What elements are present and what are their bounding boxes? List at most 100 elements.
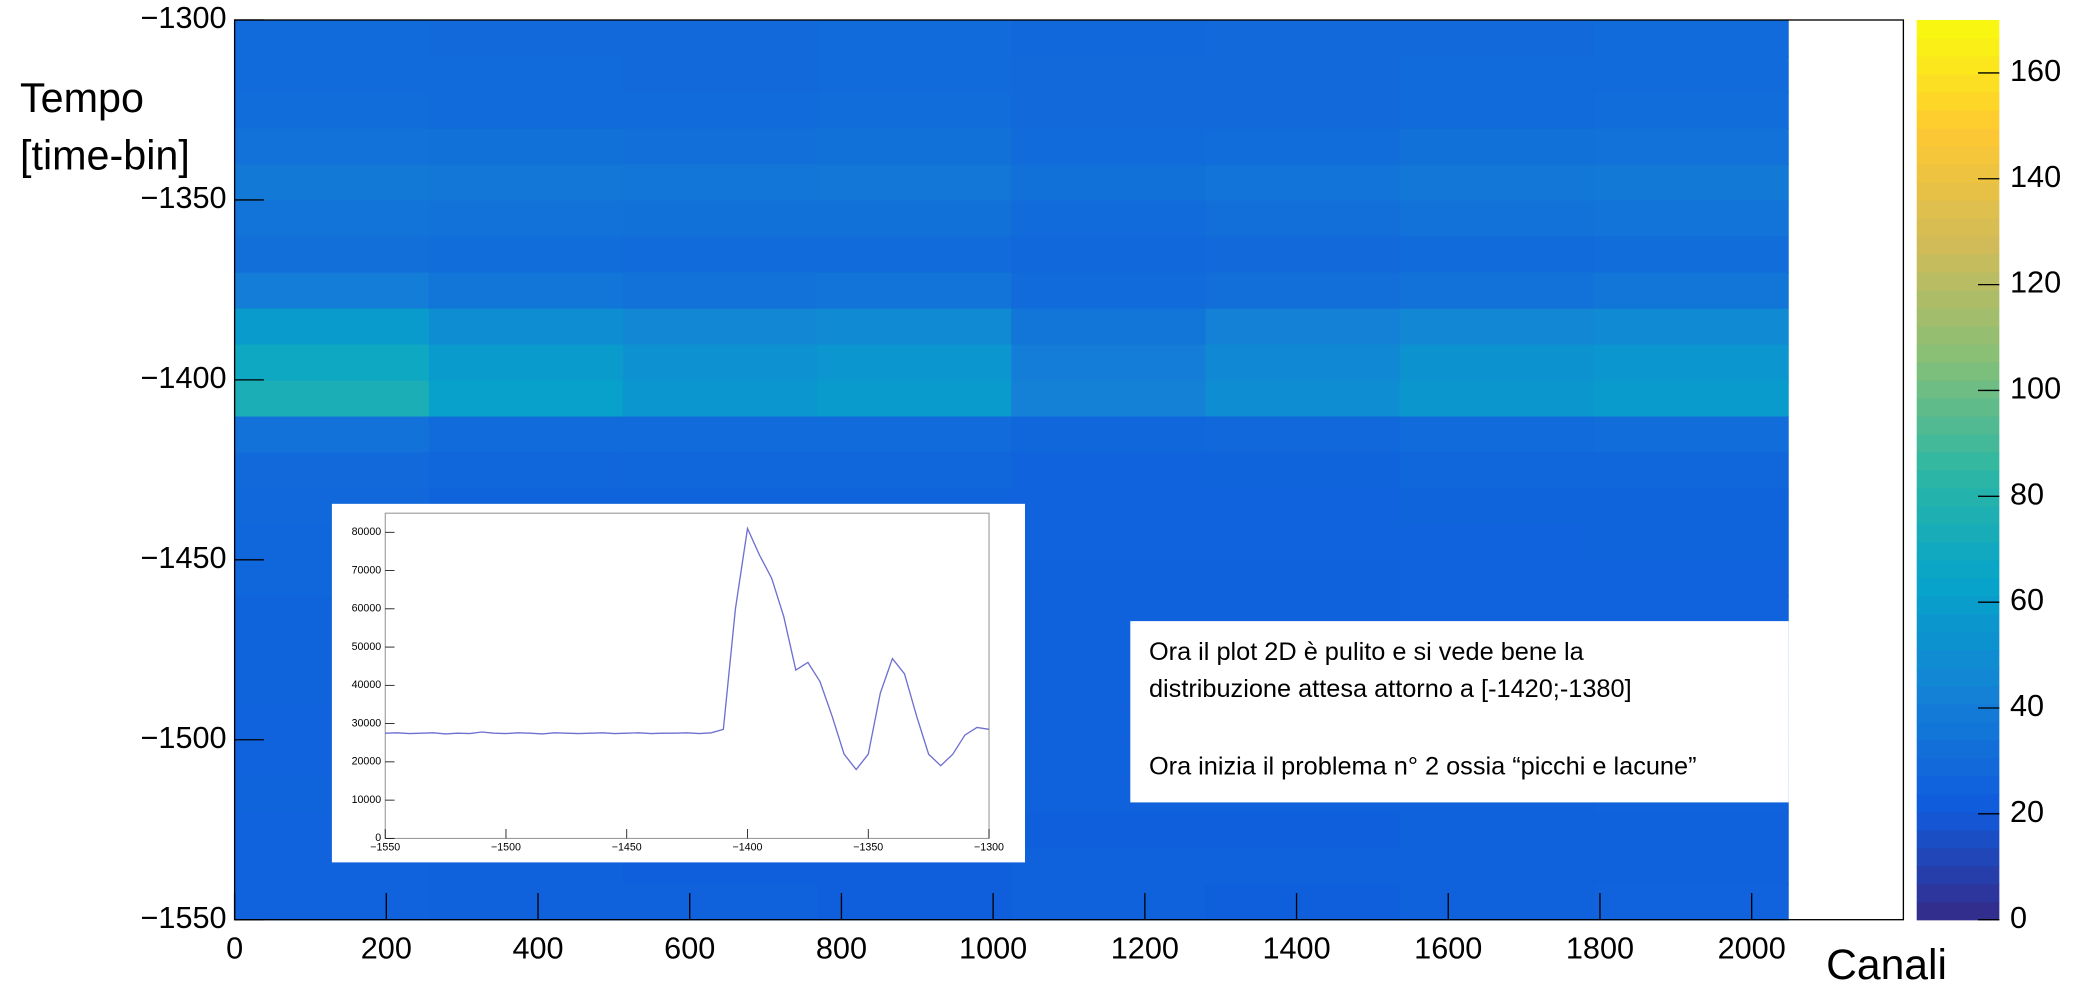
colorbar-band bbox=[1916, 775, 2000, 795]
y-tick-label: −1500 bbox=[141, 721, 227, 755]
heatmap-cell bbox=[622, 127, 818, 165]
heatmap-cell bbox=[1399, 379, 1595, 417]
colorbar-band bbox=[1916, 37, 2000, 57]
colorbar-band bbox=[1916, 847, 2000, 867]
colorbar-band bbox=[1916, 343, 2000, 363]
heatmap-cell bbox=[1011, 343, 1207, 381]
heatmap-cell bbox=[234, 235, 430, 273]
heatmap-cell bbox=[1205, 91, 1401, 129]
inset-y-tick-label: 0 bbox=[375, 832, 381, 844]
heatmap-cell bbox=[1399, 451, 1595, 489]
colorbar-band bbox=[1916, 559, 2000, 579]
heatmap-cell bbox=[1399, 307, 1595, 345]
colorbar-band bbox=[1916, 631, 2000, 651]
heatmap-cell bbox=[1011, 451, 1207, 489]
colorbar-band bbox=[1916, 91, 2000, 111]
heatmap-cell bbox=[1011, 379, 1207, 417]
colorbar-band bbox=[1916, 793, 2000, 813]
x-tick-label: 1000 bbox=[959, 931, 1027, 965]
heatmap-cell bbox=[817, 55, 1013, 93]
heatmap-cell bbox=[428, 235, 624, 273]
inset-y-tick-label: 50000 bbox=[352, 641, 382, 653]
x-tick-label: 1200 bbox=[1111, 931, 1179, 965]
heatmap-cell bbox=[234, 271, 430, 309]
heatmap-cell bbox=[234, 883, 430, 921]
heatmap-cell bbox=[234, 91, 430, 129]
colorbar-tick-label: 0 bbox=[2010, 901, 2027, 935]
colorbar-band bbox=[1916, 505, 2000, 525]
x-tick-label: 200 bbox=[361, 931, 412, 965]
inset-x-tick-label: −1400 bbox=[733, 842, 763, 854]
x-tick-label: 1600 bbox=[1414, 931, 1482, 965]
colorbar-band bbox=[1916, 415, 2000, 435]
heatmap-cell bbox=[1399, 811, 1595, 849]
heatmap-cell bbox=[1593, 19, 1789, 57]
heatmap-cell bbox=[622, 451, 818, 489]
heatmap-cell bbox=[1399, 235, 1595, 273]
heatmap-cell bbox=[1593, 847, 1789, 885]
heatmap-cell bbox=[1399, 271, 1595, 309]
colorbar-band bbox=[1916, 523, 2000, 543]
heatmap-cell bbox=[1011, 523, 1207, 561]
heatmap-cell bbox=[1011, 163, 1207, 201]
heatmap-cell bbox=[1205, 451, 1401, 489]
colorbar-band bbox=[1916, 595, 2000, 615]
heatmap-cell bbox=[1399, 91, 1595, 129]
heatmap-cell bbox=[1593, 271, 1789, 309]
colorbar-band bbox=[1916, 325, 2000, 345]
heatmap-cell bbox=[1205, 235, 1401, 273]
colorbar-band bbox=[1916, 487, 2000, 507]
heatmap-cell bbox=[234, 19, 430, 57]
colorbar-tick-label: 80 bbox=[2010, 477, 2044, 511]
heatmap-cell bbox=[817, 199, 1013, 237]
heatmap-cell bbox=[817, 883, 1013, 921]
heatmap-cell bbox=[622, 379, 818, 417]
annotation-text: distribuzione attesa attorno a [-1420;-1… bbox=[1149, 675, 1632, 703]
heatmap-cell bbox=[1399, 523, 1595, 561]
x-tick-label: 0 bbox=[226, 931, 243, 965]
heatmap-cell bbox=[1011, 19, 1207, 57]
colorbar-band bbox=[1916, 433, 2000, 453]
colorbar-band bbox=[1916, 883, 2000, 903]
heatmap-cell bbox=[622, 55, 818, 93]
heatmap-cell bbox=[234, 379, 430, 417]
colorbar-band bbox=[1916, 469, 2000, 489]
colorbar-band bbox=[1916, 865, 2000, 885]
heatmap-cell bbox=[1593, 235, 1789, 273]
heatmap-cell bbox=[234, 451, 430, 489]
inset-x-tick-label: −1550 bbox=[370, 842, 400, 854]
colorbar-band bbox=[1916, 613, 2000, 633]
heatmap-cell bbox=[234, 415, 430, 453]
inset-x-tick-label: −1300 bbox=[974, 842, 1004, 854]
heatmap-cell bbox=[1593, 163, 1789, 201]
colorbar-band bbox=[1916, 649, 2000, 669]
x-tick-label: 800 bbox=[816, 931, 867, 965]
heatmap-cell bbox=[1205, 811, 1401, 849]
colorbar-band bbox=[1916, 181, 2000, 201]
heatmap-cell bbox=[1593, 415, 1789, 453]
heatmap-cell bbox=[1011, 883, 1207, 921]
heatmap-cell bbox=[1205, 343, 1401, 381]
inset-y-tick-label: 60000 bbox=[352, 603, 382, 615]
heatmap-cell bbox=[1205, 163, 1401, 201]
heatmap-cell bbox=[428, 379, 624, 417]
heatmap-cell bbox=[1205, 379, 1401, 417]
y-axis-label: Tempo bbox=[20, 75, 144, 121]
x-tick-label: 2000 bbox=[1718, 931, 1786, 965]
colorbar-band bbox=[1916, 739, 2000, 759]
heatmap-cell bbox=[1399, 487, 1595, 525]
colorbar-band bbox=[1916, 217, 2000, 237]
plot-frame bbox=[233, 19, 1905, 921]
heatmap-cell bbox=[234, 163, 430, 201]
colorbar-band bbox=[1916, 271, 2000, 291]
heatmap-cell bbox=[817, 379, 1013, 417]
heatmap-cell bbox=[817, 19, 1013, 57]
heatmap-cell bbox=[817, 307, 1013, 345]
heatmap-cell bbox=[1593, 523, 1789, 561]
heatmap-cell bbox=[1593, 559, 1789, 597]
inset-y-tick-label: 40000 bbox=[352, 679, 382, 691]
heatmap-cell bbox=[1011, 127, 1207, 165]
heatmap-cell bbox=[1011, 55, 1207, 93]
y-tick-label: −1400 bbox=[141, 361, 227, 395]
